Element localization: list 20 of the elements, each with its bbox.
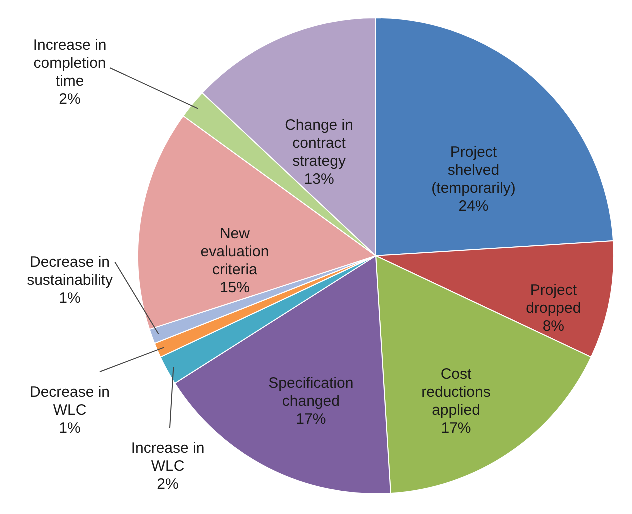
- slice-label: Specification changed: [268, 375, 354, 410]
- slice-label: Increase in WLC: [131, 440, 205, 475]
- data-label: 2%: [157, 476, 179, 493]
- data-label: 1%: [59, 290, 81, 307]
- slice-label: Decrease in sustainability: [27, 254, 114, 289]
- slice-label: Increase in completion time: [33, 37, 107, 90]
- slice-label: Decrease in WLC: [30, 384, 110, 419]
- slice-label: Project dropped: [526, 282, 582, 317]
- data-label: 1%: [59, 420, 81, 437]
- data-label: 8%: [542, 318, 565, 335]
- data-label: 15%: [220, 280, 250, 297]
- data-label: 24%: [458, 198, 489, 215]
- slice-label: Change in contract strategy: [285, 116, 354, 170]
- data-label: 17%: [296, 411, 326, 428]
- slice-label: New evaluation criteria: [200, 226, 270, 279]
- slice-label: Cost reductions applied: [422, 366, 491, 420]
- data-label: 17%: [441, 420, 472, 438]
- slice-label: Project shelved (temporarily): [432, 144, 516, 197]
- data-label: 13%: [304, 170, 334, 188]
- data-label: 2%: [59, 91, 81, 108]
